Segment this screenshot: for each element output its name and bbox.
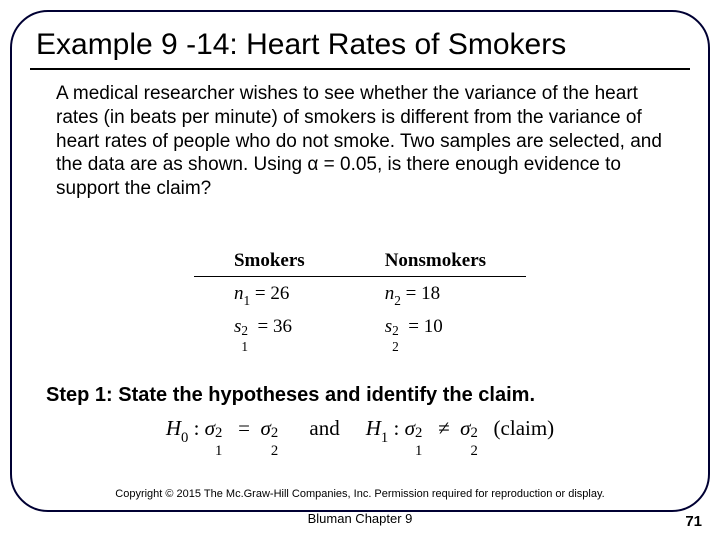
- table-row: n1 = 26 n2 = 18: [194, 277, 526, 310]
- title-underline: [30, 68, 690, 70]
- cell-n1: n1 = 26: [194, 277, 345, 310]
- header-nonsmokers: Nonsmokers: [345, 246, 526, 277]
- table-header-row: Smokers Nonsmokers: [194, 246, 526, 277]
- chapter-text: Bluman Chapter 9: [0, 511, 720, 526]
- step-1-heading: Step 1: State the hypotheses and identif…: [46, 384, 674, 407]
- cell-n2: n2 = 18: [345, 277, 526, 310]
- cell-s2: s22 = 10: [345, 310, 526, 340]
- page-number: 71: [685, 513, 702, 530]
- data-table-wrap: Smokers Nonsmokers n1 = 26 n2 = 18 s21 =…: [0, 246, 720, 340]
- slide-title: Example 9 -14: Heart Rates of Smokers: [30, 28, 690, 62]
- copyright-text: Copyright © 2015 The Mc.Graw-Hill Compan…: [0, 488, 720, 500]
- h0: H0 : σ21 = σ22: [166, 416, 284, 445]
- header-smokers: Smokers: [194, 246, 345, 277]
- data-table: Smokers Nonsmokers n1 = 26 n2 = 18 s21 =…: [194, 246, 526, 340]
- cell-s1: s21 = 36: [194, 310, 345, 340]
- body-text: A medical researcher wishes to see wheth…: [56, 82, 674, 201]
- table-row: s21 = 36 s22 = 10: [194, 310, 526, 340]
- slide: Example 9 -14: Heart Rates of Smokers A …: [0, 0, 720, 540]
- h1: H1 : σ21 ≠ σ22 (claim): [366, 416, 554, 445]
- and-text: and: [309, 416, 339, 445]
- hypotheses: H0 : σ21 = σ22 and H1 : σ21 ≠ σ22 (claim…: [0, 416, 720, 445]
